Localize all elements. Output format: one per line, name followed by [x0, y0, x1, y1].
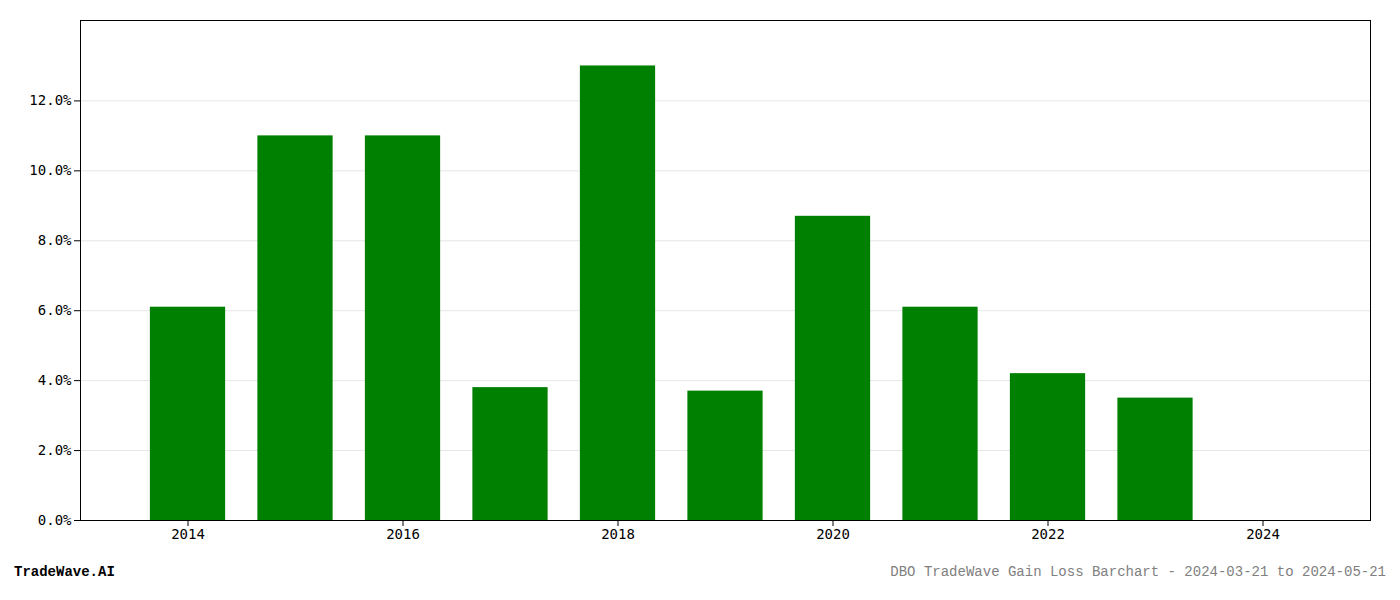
- svg-text:2016: 2016: [386, 526, 420, 542]
- svg-text:2014: 2014: [171, 526, 205, 542]
- svg-text:4.0%: 4.0%: [38, 372, 72, 388]
- svg-text:2.0%: 2.0%: [38, 442, 72, 458]
- svg-text:6.0%: 6.0%: [38, 302, 72, 318]
- svg-text:8.0%: 8.0%: [38, 232, 72, 248]
- svg-text:2024: 2024: [1246, 526, 1280, 542]
- svg-text:2022: 2022: [1031, 526, 1065, 542]
- svg-text:2020: 2020: [816, 526, 850, 542]
- svg-text:2018: 2018: [601, 526, 635, 542]
- html-text:DBO TradeWave Gain Loss Barcha: DBO TradeWave Gain Loss Barchart - 2024-…: [890, 564, 1386, 580]
- svg-text:0.0%: 0.0%: [38, 512, 72, 528]
- svg-text:12.0%: 12.0%: [29, 92, 72, 108]
- html-text:TradeWave.AI: TradeWave.AI: [14, 564, 115, 580]
- svg-text:10.0%: 10.0%: [29, 162, 72, 178]
